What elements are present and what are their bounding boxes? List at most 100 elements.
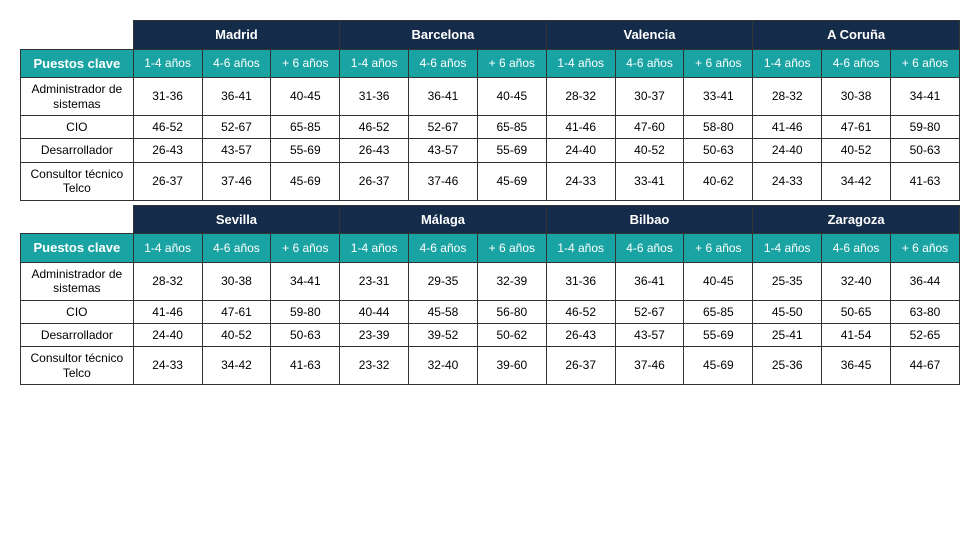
position-label: Administrador de sistemas [21,78,134,116]
city-header: A Coruña [753,21,960,50]
salary-cell: 45-69 [271,162,340,200]
city-header: Valencia [546,21,753,50]
table-row: CIO 41-46 47-61 59-80 40-44 45-58 56-80 … [21,300,960,323]
exp-header: 4-6 años [615,49,684,78]
salary-cell: 24-33 [546,162,615,200]
salary-cell: 26-43 [546,323,615,346]
position-label: CIO [21,115,134,138]
salary-cell: 36-45 [822,347,891,385]
salary-table-0: Madrid Barcelona Valencia A Coruña Puest… [20,20,960,201]
salary-cell: 65-85 [271,115,340,138]
exp-header: + 6 años [684,234,753,263]
exp-header: 1-4 años [546,49,615,78]
salary-cell: 50-65 [822,300,891,323]
salary-table-1: Sevilla Málaga Bilbao Zaragoza Puestos c… [20,205,960,386]
salary-cell: 34-41 [890,78,959,116]
salary-cell: 31-36 [546,262,615,300]
salary-cell: 34-41 [271,262,340,300]
salary-cell: 40-52 [615,139,684,162]
salary-cell: 24-40 [753,139,822,162]
salary-cell: 52-65 [890,323,959,346]
position-label: Desarrollador [21,323,134,346]
salary-cell: 43-57 [615,323,684,346]
exp-header: 1-4 años [753,234,822,263]
salary-cell: 45-50 [753,300,822,323]
salary-cell: 25-36 [753,347,822,385]
positions-header: Puestos clave [21,49,134,78]
salary-cell: 41-63 [271,347,340,385]
salary-cell: 24-33 [133,347,202,385]
salary-cell: 32-40 [822,262,891,300]
salary-cell: 41-46 [546,115,615,138]
city-header: Barcelona [340,21,547,50]
exp-header: 4-6 años [202,49,271,78]
exp-header: 1-4 años [546,234,615,263]
exp-header: 4-6 años [822,234,891,263]
salary-cell: 32-40 [409,347,478,385]
salary-cell: 50-62 [477,323,546,346]
salary-cell: 30-37 [615,78,684,116]
salary-cell: 30-38 [822,78,891,116]
salary-cell: 26-37 [546,347,615,385]
salary-cell: 45-69 [477,162,546,200]
salary-cell: 24-33 [753,162,822,200]
table-row: CIO 46-52 52-67 65-85 46-52 52-67 65-85 … [21,115,960,138]
position-label: Consultor técnico Telco [21,347,134,385]
salary-cell: 47-60 [615,115,684,138]
salary-cell: 65-85 [684,300,753,323]
salary-cell: 40-45 [271,78,340,116]
salary-cell: 34-42 [822,162,891,200]
salary-cell: 52-67 [615,300,684,323]
salary-cell: 26-43 [340,139,409,162]
salary-cell: 39-52 [409,323,478,346]
salary-cell: 56-80 [477,300,546,323]
table-row: Administrador de sistemas 28-32 30-38 34… [21,262,960,300]
salary-cell: 39-60 [477,347,546,385]
blank-corner [21,205,134,234]
table-row: Consultor técnico Telco 26-37 37-46 45-6… [21,162,960,200]
exp-header: 4-6 años [615,234,684,263]
salary-cell: 24-40 [546,139,615,162]
salary-cell: 34-42 [202,347,271,385]
experience-header-row: Puestos clave 1-4 años 4-6 años + 6 años… [21,49,960,78]
exp-header: 1-4 años [340,49,409,78]
salary-cell: 46-52 [133,115,202,138]
exp-header: 4-6 años [409,49,478,78]
salary-cell: 26-37 [133,162,202,200]
salary-cell: 36-44 [890,262,959,300]
city-header-row: Sevilla Málaga Bilbao Zaragoza [21,205,960,234]
salary-cell: 45-69 [684,347,753,385]
salary-cell: 23-32 [340,347,409,385]
exp-header: 1-4 años [340,234,409,263]
positions-header: Puestos clave [21,234,134,263]
salary-table-block-1: Sevilla Málaga Bilbao Zaragoza Puestos c… [20,205,960,386]
experience-header-row: Puestos clave 1-4 años 4-6 años + 6 años… [21,234,960,263]
salary-cell: 25-35 [753,262,822,300]
city-header: Bilbao [546,205,753,234]
salary-cell: 55-69 [477,139,546,162]
position-label: Desarrollador [21,139,134,162]
exp-header: + 6 años [684,49,753,78]
salary-cell: 36-41 [615,262,684,300]
salary-cell: 65-85 [477,115,546,138]
salary-cell: 41-46 [753,115,822,138]
salary-cell: 59-80 [271,300,340,323]
salary-cell: 31-36 [133,78,202,116]
salary-cell: 30-38 [202,262,271,300]
city-header: Málaga [340,205,547,234]
position-label: CIO [21,300,134,323]
salary-cell: 36-41 [202,78,271,116]
salary-cell: 50-63 [271,323,340,346]
salary-cell: 58-80 [684,115,753,138]
exp-header: + 6 años [890,234,959,263]
salary-cell: 28-32 [753,78,822,116]
salary-cell: 41-46 [133,300,202,323]
salary-cell: 47-61 [202,300,271,323]
salary-cell: 37-46 [615,347,684,385]
salary-cell: 29-35 [409,262,478,300]
position-label: Administrador de sistemas [21,262,134,300]
salary-cell: 55-69 [684,323,753,346]
salary-cell: 40-52 [822,139,891,162]
salary-cell: 52-67 [409,115,478,138]
city-header-row: Madrid Barcelona Valencia A Coruña [21,21,960,50]
